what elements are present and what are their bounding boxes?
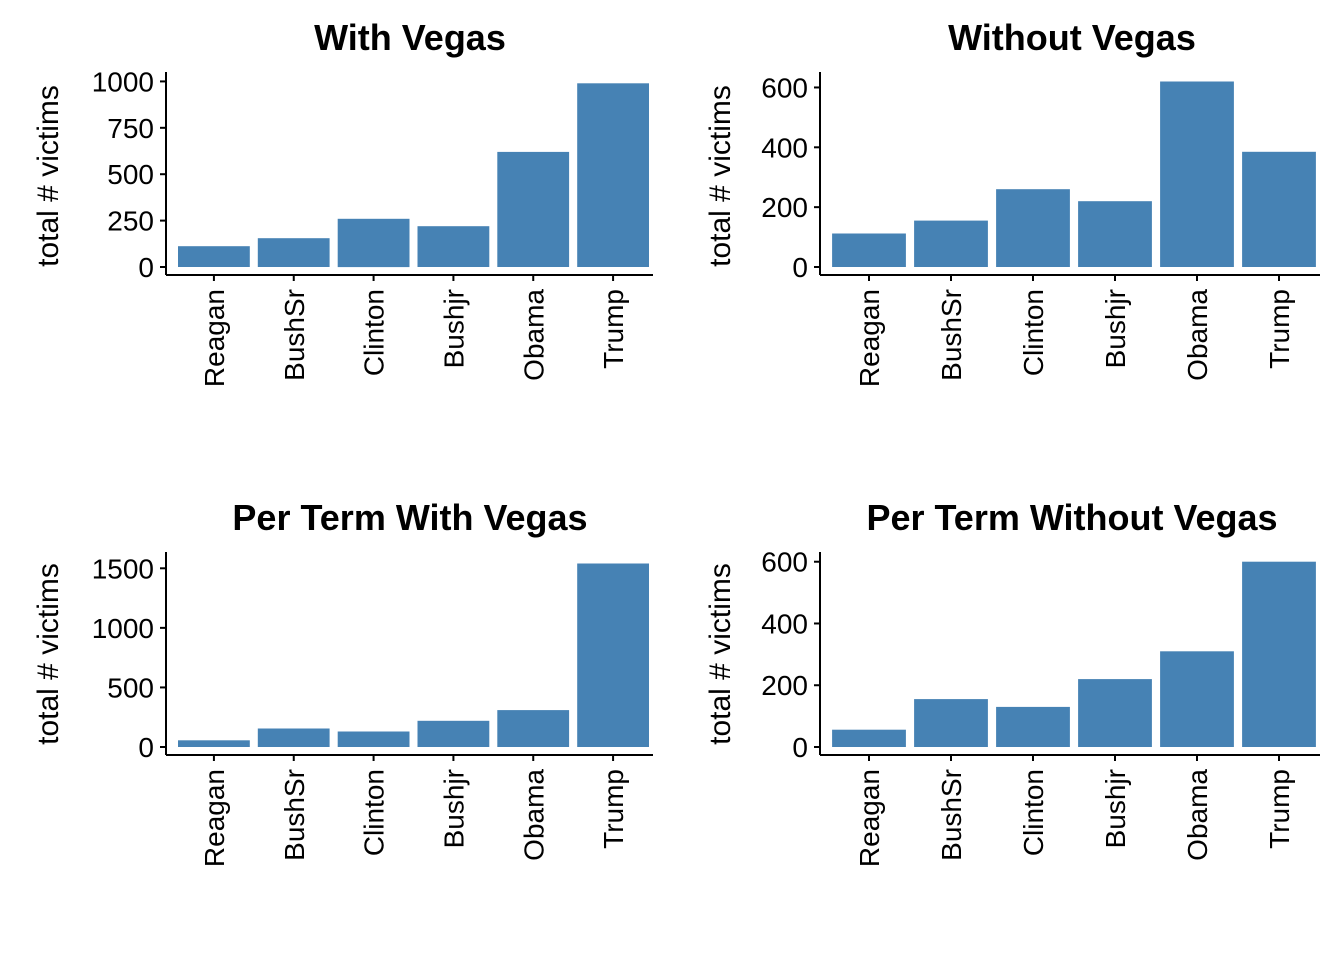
x-tick-label: Bushjr — [438, 769, 469, 848]
y-tick-label: 750 — [107, 113, 154, 144]
chart-panel-4: Per Term Without Vegas total # victims 0 20… — [704, 497, 1320, 867]
y-tick-label: 0 — [138, 252, 154, 283]
bar-bushjr — [1078, 679, 1152, 747]
x-tick-label: Trump — [1264, 769, 1295, 849]
x-tick-label: Trump — [1264, 289, 1295, 369]
x-tick-label: Bushjr — [438, 289, 469, 368]
y-tick-label: 600 — [761, 72, 808, 103]
y-tick-label: 400 — [761, 608, 808, 639]
bar-trump — [577, 563, 649, 747]
x-tick-label: Clinton — [359, 769, 390, 856]
x-tick-label: Reagan — [854, 769, 885, 867]
y-tick-label: 1000 — [92, 66, 154, 97]
bar-trump — [577, 83, 649, 267]
x-tick-label: BushSr — [936, 769, 967, 861]
bar-reagan — [832, 729, 906, 747]
bar-clinton — [337, 731, 410, 747]
x-tick-label: Bushjr — [1100, 769, 1131, 848]
bar-obama — [497, 710, 570, 747]
bar-obama — [1160, 651, 1234, 747]
bar-bushsr — [257, 238, 330, 267]
y-tick-label: 0 — [792, 732, 808, 763]
x-tick-label: Reagan — [199, 769, 230, 867]
chart-title: Per Term With Vegas — [232, 497, 587, 538]
bar-bushsr — [914, 220, 988, 267]
y-tick-label: 400 — [761, 132, 808, 163]
chart-panel-3: Per Term With Vegas total # victims 0 500 10… — [32, 497, 653, 867]
x-tick-label: Obama — [1182, 769, 1213, 861]
x-tick-label: Reagan — [199, 289, 230, 387]
bar-bushjr — [1078, 201, 1152, 267]
y-axis-label: total # victims — [704, 563, 737, 745]
bar-reagan — [178, 740, 250, 747]
bar-bushjr — [417, 720, 490, 747]
chart-panel-2: Without Vegas total # victims 0 200 400 600 Re… — [704, 17, 1320, 387]
bar-obama — [497, 151, 570, 267]
x-tick-label: Obama — [518, 289, 549, 381]
chart-title: Per Term Without Vegas — [866, 497, 1277, 538]
bar-obama — [1160, 81, 1234, 267]
y-axis-label: total # victims — [32, 563, 65, 745]
bar-bushsr — [914, 699, 988, 747]
y-axis-label: total # victims — [32, 85, 65, 267]
x-tick-label: BushSr — [936, 289, 967, 381]
x-tick-label: Bushjr — [1100, 289, 1131, 368]
y-tick-label: 500 — [107, 159, 154, 190]
y-tick-label: 500 — [107, 672, 154, 703]
y-tick-label: 250 — [107, 206, 154, 237]
chart-title: With Vegas — [314, 17, 506, 58]
y-axis-label: total # victims — [704, 85, 737, 267]
y-tick-label: 1500 — [92, 553, 154, 584]
x-tick-label: Clinton — [1018, 769, 1049, 856]
y-tick-label: 0 — [138, 732, 154, 763]
x-tick-label: Obama — [1182, 289, 1213, 381]
bar-trump — [1242, 561, 1316, 747]
x-tick-label: Clinton — [1018, 289, 1049, 376]
x-tick-label: BushSr — [279, 769, 310, 861]
x-tick-label: Trump — [598, 289, 629, 369]
x-tick-label: BushSr — [279, 289, 310, 381]
x-tick-label: Reagan — [854, 289, 885, 387]
bar-reagan — [178, 246, 250, 267]
y-tick-label: 200 — [761, 192, 808, 223]
y-tick-label: 0 — [792, 252, 808, 283]
bar-bushjr — [417, 226, 490, 267]
bar-clinton — [337, 218, 410, 268]
y-tick-label: 1000 — [92, 613, 154, 644]
x-tick-label: Obama — [518, 769, 549, 861]
bar-trump — [1242, 151, 1316, 267]
bar-bushsr — [257, 728, 330, 747]
chart-panel-1: With Vegas total # victims 0 250 500 750 1000 R… — [32, 17, 653, 387]
x-tick-label: Trump — [598, 769, 629, 849]
bar-clinton — [996, 189, 1070, 267]
bar-reagan — [832, 233, 906, 267]
y-tick-label: 200 — [761, 670, 808, 701]
bar-clinton — [996, 706, 1070, 747]
chart-title: Without Vegas — [948, 17, 1196, 58]
y-tick-label: 600 — [761, 547, 808, 578]
x-tick-label: Clinton — [359, 289, 390, 376]
